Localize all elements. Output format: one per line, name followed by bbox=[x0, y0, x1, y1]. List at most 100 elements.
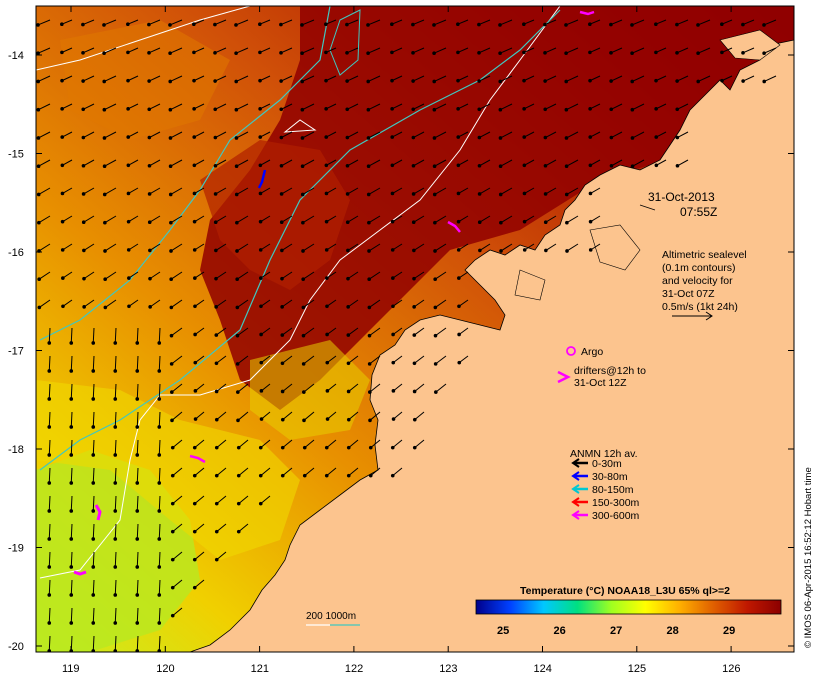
velocity-arrow bbox=[346, 411, 359, 422]
colorbar-tick-label: 28 bbox=[667, 625, 679, 637]
map-frame bbox=[35, 5, 795, 653]
velocity-arrow bbox=[433, 271, 447, 281]
velocity-arrow bbox=[192, 467, 205, 478]
velocity-arrow bbox=[543, 103, 557, 112]
velocity-arrow bbox=[324, 215, 337, 224]
velocity-arrow bbox=[345, 159, 359, 168]
warm-water-region bbox=[200, 6, 794, 410]
velocity-arrow bbox=[391, 411, 403, 421]
altimetry-note: Altimetric sealevel (0.1m contours) and … bbox=[662, 249, 747, 321]
velocity-arrow bbox=[258, 215, 271, 224]
x-tick-label: 125 bbox=[628, 663, 646, 675]
velocity-arrow bbox=[565, 243, 579, 253]
velocity-arrow bbox=[213, 19, 227, 27]
anmn-title: ANMN 12h av. bbox=[570, 448, 638, 460]
velocity-arrow bbox=[325, 299, 337, 309]
velocity-arrow bbox=[235, 271, 249, 281]
velocity-arrow bbox=[47, 467, 52, 485]
velocity-arrow bbox=[60, 187, 73, 196]
velocity-arrow bbox=[675, 103, 689, 112]
velocity-arrow bbox=[47, 327, 52, 345]
velocity-arrow bbox=[214, 523, 227, 534]
velocity-arrow bbox=[235, 243, 249, 253]
velocity-arrow bbox=[113, 327, 118, 345]
velocity-arrow bbox=[214, 467, 227, 478]
velocity-arrow bbox=[69, 551, 74, 569]
velocity-arrow bbox=[60, 243, 73, 252]
velocity-arrow bbox=[61, 299, 73, 309]
velocity-arrow bbox=[192, 131, 205, 139]
velocity-arrow bbox=[456, 75, 469, 83]
velocity-arrow bbox=[126, 103, 139, 111]
velocity-arrow bbox=[630, 103, 645, 112]
velocity-arrow bbox=[157, 439, 162, 457]
velocity-arrow bbox=[157, 327, 162, 345]
velocity-arrow bbox=[36, 103, 51, 112]
velocity-arrow bbox=[193, 327, 205, 337]
velocity-arrow bbox=[609, 131, 623, 140]
velocity-arrow bbox=[259, 299, 271, 309]
velocity-arrow bbox=[47, 439, 52, 457]
y-tick-label: -14 bbox=[8, 50, 24, 62]
velocity-arrow bbox=[346, 355, 359, 366]
velocity-arrow bbox=[367, 243, 381, 253]
velocity-arrow bbox=[432, 131, 447, 140]
x-tick-label: 123 bbox=[439, 663, 457, 675]
velocity-arrow bbox=[157, 495, 162, 513]
velocity-arrow bbox=[91, 607, 96, 625]
velocity-arrow bbox=[258, 439, 271, 450]
velocity-arrow bbox=[102, 187, 117, 197]
velocity-arrow bbox=[477, 103, 491, 112]
velocity-arrow bbox=[234, 159, 249, 169]
velocity-arrow bbox=[300, 47, 315, 56]
velocity-arrow bbox=[82, 299, 95, 309]
drifter-tracks bbox=[73, 10, 595, 576]
velocity-arrow bbox=[456, 215, 469, 224]
velocity-arrow bbox=[69, 495, 74, 513]
velocity-arrow bbox=[543, 131, 557, 140]
velocity-arrow bbox=[61, 271, 73, 280]
velocity-arrow bbox=[170, 607, 183, 618]
velocity-arrow bbox=[741, 19, 755, 27]
latitude-axis: -14 -15 -16 -17 -18 -19 -20 bbox=[8, 50, 794, 653]
velocity-arrow bbox=[346, 383, 359, 394]
velocity-arrow bbox=[762, 75, 777, 84]
velocity-arrow bbox=[696, 47, 711, 56]
velocity-arrow bbox=[456, 131, 469, 139]
velocity-arrow bbox=[91, 523, 96, 541]
velocity-arrow bbox=[367, 327, 381, 338]
velocity-arrow bbox=[103, 215, 117, 225]
velocity-arrow bbox=[522, 103, 535, 111]
velocity-arrow bbox=[157, 523, 162, 541]
velocity-arrow bbox=[456, 243, 469, 252]
velocity-arrow bbox=[192, 439, 205, 450]
velocity-arrow bbox=[147, 187, 161, 196]
velocity-arrow bbox=[60, 215, 73, 224]
velocity-arrow bbox=[192, 243, 205, 252]
velocity-arrow bbox=[300, 103, 315, 112]
velocity-arrow bbox=[91, 411, 96, 429]
velocity-arrow bbox=[411, 103, 425, 112]
velocity-arrow bbox=[91, 439, 96, 457]
velocity-arrow bbox=[36, 131, 51, 140]
x-tick-label: 122 bbox=[345, 663, 363, 675]
velocity-arrow bbox=[654, 103, 667, 111]
velocity-arrow bbox=[498, 131, 513, 140]
velocity-arrow bbox=[564, 103, 579, 112]
velocity-arrow bbox=[135, 635, 140, 652]
velocity-arrow bbox=[433, 243, 447, 253]
velocity-arrow bbox=[258, 131, 271, 139]
velocity-arrow bbox=[366, 19, 381, 27]
anmn-label: 0-30m bbox=[592, 458, 622, 470]
velocity-arrow bbox=[302, 383, 315, 394]
velocity-arrow bbox=[113, 551, 118, 569]
velocity-arrow bbox=[168, 75, 183, 84]
y-tick-label: -19 bbox=[8, 543, 24, 555]
velocity-arrow bbox=[368, 383, 381, 394]
velocity-arrow bbox=[301, 271, 315, 281]
velocity-arrow bbox=[675, 75, 689, 83]
velocity-arrow bbox=[81, 75, 95, 83]
velocity-arrow bbox=[157, 551, 162, 569]
velocity-arrow bbox=[91, 635, 96, 652]
